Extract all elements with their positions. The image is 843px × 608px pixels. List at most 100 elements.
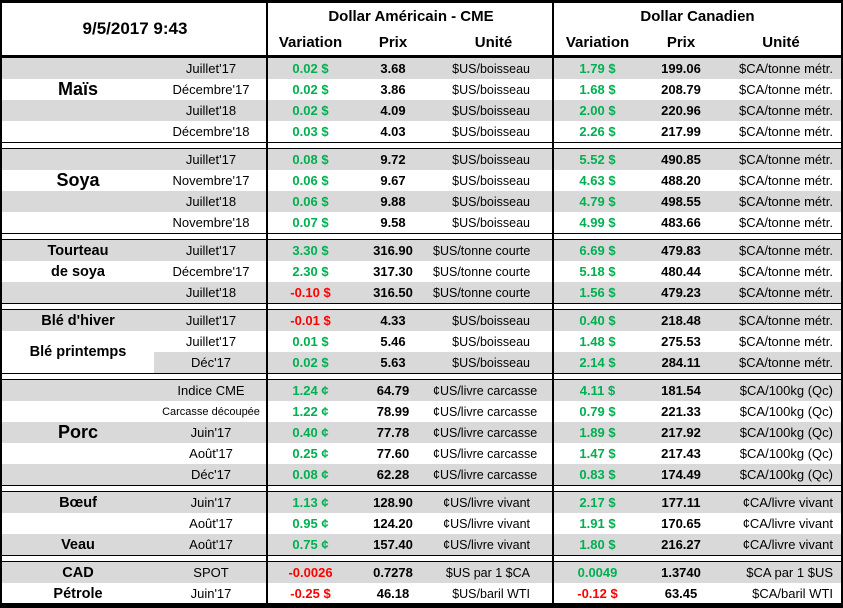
ca-variation: 1.89 $ [579,425,616,440]
us-variation: 0.02 $ [292,82,329,97]
us-variation: 0.25 ¢ [292,446,329,461]
column-divider [266,3,268,603]
table-row: Indice CME 1.24 ¢ 64.79 ¢US/livre carcasse 4… [2,380,841,401]
ca-price: 63.45 [664,586,698,601]
category-label [2,212,154,233]
ca-price: 174.49 [661,467,701,482]
ca-unit: $CA/tonne métr. [739,334,833,349]
ca-variation: 4.63 $ [579,173,616,188]
ca-variation: 0.0049 [577,565,618,580]
contract-month: Juillet'18 [185,285,237,300]
report-datetime: 9/5/2017 9:43 [82,19,188,38]
ca-unit: $CA/tonne métr. [739,152,833,167]
commodity-section-ble: Blé d'hiver Juillet'17 -0.01 $ 4.33 $US/bois… [2,309,841,374]
us-unit: ¢US/livre vivant [443,516,530,531]
contract-month: Juillet'17 [185,152,237,167]
table-row: Bœuf Juin'17 1.13 ¢ 128.90 ¢US/livre vivant 2… [2,492,841,513]
ca-variation: 5.52 $ [579,152,616,167]
us-unit: ¢US/livre carcasse [433,383,538,398]
ca-variation: 1.91 $ [579,516,616,531]
table-body: Juillet'17 0.02 $ 3.68 $US/boisseau 1.79 $ 19… [2,57,841,603]
us-unit: $US/boisseau [452,103,530,118]
category-label [2,191,154,212]
commodity-section-porc: Indice CME 1.24 ¢ 64.79 ¢US/livre carcasse 4… [2,379,841,486]
category-label [2,513,154,534]
ca-unit: $CA/baril WTI [752,586,833,601]
section-gap [2,556,841,561]
us-unit: ¢US/livre carcasse [433,467,538,482]
ca-price: 488.20 [661,173,701,188]
category-label [2,58,154,79]
us-variation: 0.06 $ [292,173,329,188]
ca-unit: $CA/100kg (Qc) [739,467,833,482]
us-column-headers: Variation Prix Unité [268,29,554,55]
us-unit: $US/boisseau [452,61,530,76]
category-label: Tourteau [47,242,109,259]
table-row: de soya Décembre'17 2.30 $ 317.30 $US/tonne … [2,261,841,282]
ca-price: 217.43 [661,446,701,461]
us-variation: 0.02 $ [292,103,329,118]
us-unit: $US/boisseau [452,215,530,230]
commodity-section-tourteau-de-soya: Tourteau Juillet'17 3.30 $ 316.90 $US/tonne … [2,239,841,304]
us-variation: -0.01 $ [290,313,331,328]
contract-month: Juillet'18 [185,103,237,118]
us-variation: 0.08 $ [292,152,329,167]
ca-unit: $CA par 1 $US [746,565,833,580]
us-unit: $US/baril WTI [452,586,530,601]
table-row: Carcasse découpée 1.22 ¢ 78.99 ¢US/livre ca… [2,401,841,422]
us-variation: 0.40 ¢ [292,425,329,440]
us-variation: 0.02 $ [292,355,329,370]
ca-variation: 1.47 $ [579,446,616,461]
ca-unit: $CA/tonne métr. [739,103,833,118]
ca-unit: $CA/tonne métr. [739,124,833,139]
us-variation: 0.07 $ [292,215,329,230]
us-unit: $US/boisseau [452,82,530,97]
section-gap [2,304,841,309]
ca-unit-header: Unité [762,33,800,51]
ca-variation: 1.48 $ [579,334,616,349]
category-label [2,401,154,422]
ca-unit: $CA/tonne métr. [739,173,833,188]
commodity-section-cad-petrole: CAD SPOT -0.0026 0.7278 $US par 1 $CA 0.0049 1… [2,561,841,603]
us-unit: $US/boisseau [452,355,530,370]
contract-month: Août'17 [189,446,233,461]
ca-unit: $CA/tonne métr. [739,313,833,328]
ca-unit: $CA/tonne métr. [739,194,833,209]
table-row: Novembre'18 0.07 $ 9.58 $US/boisseau 4.99 $ 4… [2,212,841,233]
ca-variation: 1.68 $ [579,82,616,97]
contract-month: Novembre'17 [172,173,250,188]
ca-dollar-group: Dollar Canadien Variation Prix Unité [554,3,841,55]
us-unit: $US/boisseau [452,313,530,328]
us-price: 62.28 [376,467,410,482]
table-row: Juillet'17 0.08 $ 9.72 $US/boisseau 5.52 $ 49… [2,149,841,170]
ca-unit: $CA/tonne métr. [739,82,833,97]
contract-month: Août'17 [189,537,233,552]
ca-unit: ¢CA/livre vivant [742,495,833,510]
us-unit-header: Unité [474,33,513,51]
category-label [2,464,154,485]
us-unit: $US/boisseau [452,334,530,349]
commodity-section-mais: Juillet'17 0.02 $ 3.68 $US/boisseau 1.79 $ 19… [2,57,841,143]
table-row: Veau Août'17 0.75 ¢ 157.40 ¢US/livre vivant 1… [2,534,841,555]
us-variation: 1.13 ¢ [292,495,329,510]
category-label: Blé printemps [29,343,127,360]
us-unit: $US/tonne courte [433,264,531,279]
category-label [2,100,154,121]
table-row: Août'17 0.95 ¢ 124.20 ¢US/livre vivant 1.91 … [2,513,841,534]
category-label: Veau [61,536,95,553]
category-label: Pétrole [53,585,103,602]
us-price: 316.90 [373,243,413,258]
us-unit: ¢US/livre vivant [443,537,530,552]
us-price: 5.63 [380,355,406,370]
ca-unit: $CA/tonne métr. [739,61,833,76]
ca-unit: $CA/tonne métr. [739,243,833,258]
us-variation: 0.08 ¢ [292,467,329,482]
us-price: 46.18 [376,586,410,601]
contract-month: Juin'17 [190,586,232,601]
contract-month: Août'17 [189,516,233,531]
contract-month: SPOT [193,565,229,580]
us-variation: -0.0026 [288,565,333,580]
contract-month: Carcasse découpée [162,405,260,418]
ca-variation: 4.99 $ [579,215,616,230]
